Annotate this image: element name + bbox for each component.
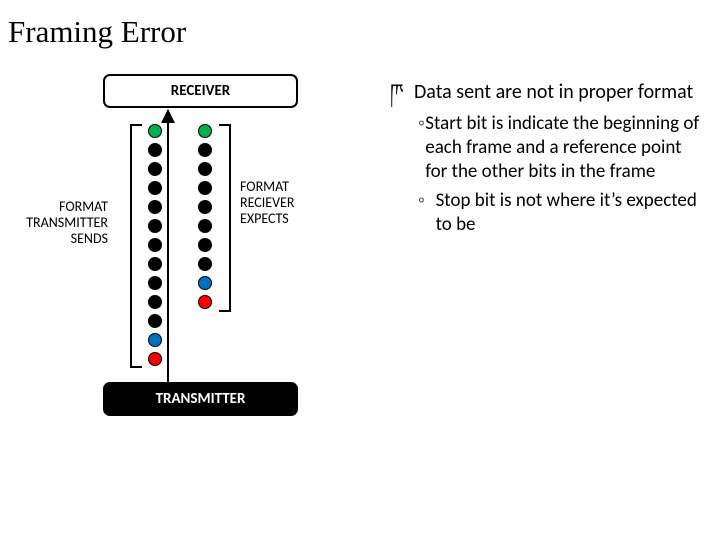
bit-marker [148,295,162,309]
bit-marker [148,314,162,328]
main-bullet-text: Data sent are not in proper format [414,80,693,106]
arrow-up-icon [167,110,169,382]
label-line: FORMAT [8,199,108,215]
bit-marker [198,200,212,214]
sub-bullet-text: Start bit is indicate the beginning of e… [425,112,704,185]
transmitter-box: TRANSMITTER [103,382,298,416]
slide: Framing Error RECEIVER FORMAT TRANSMITTE… [0,0,720,540]
content-row: RECEIVER FORMAT TRANSMITTER SENDS FORMAT… [8,74,704,484]
main-bullet: ཫ Data sent are not in proper format [390,80,704,106]
bit-marker [198,257,212,271]
right-side-label: FORMAT RECIEVER EXPECTS [240,179,350,227]
label-line: RECIEVER [240,195,350,211]
left-bracket-icon [130,124,142,368]
right-bit-column [198,124,212,314]
bit-marker [148,219,162,233]
bit-marker [148,276,162,290]
diagram: RECEIVER FORMAT TRANSMITTER SENDS FORMAT… [8,74,378,484]
bit-marker [148,162,162,176]
right-bracket-icon [219,124,231,312]
bit-marker [198,143,212,157]
bit-marker [148,257,162,271]
sub-bullet-text: Stop bit is not where it’s expected to b… [436,189,704,238]
bit-marker [148,200,162,214]
slide-title: Framing Error [8,14,704,50]
left-side-label: FORMAT TRANSMITTER SENDS [8,199,118,247]
bit-marker [148,124,162,138]
sub-bullet: ◦ Start bit is indicate the beginning of… [418,112,704,185]
sub-bullet-marker-icon: ◦ [418,112,425,185]
sub-bullet-marker-icon: ◦ [418,189,436,238]
bit-marker [198,276,212,290]
bullet-marker-icon: ཫ [390,80,414,106]
bit-marker [148,333,162,347]
bit-marker [148,181,162,195]
sub-bullet-list: ◦ Start bit is indicate the beginning of… [390,112,704,238]
bit-marker [198,181,212,195]
bit-marker [198,295,212,309]
receiver-box: RECEIVER [103,74,298,108]
label-line: SENDS [8,231,108,247]
bit-marker [148,352,162,366]
bit-marker [198,238,212,252]
text-column: ཫ Data sent are not in proper format ◦ S… [390,74,704,484]
bit-marker [198,162,212,176]
label-line: EXPECTS [240,211,350,227]
bit-marker [148,143,162,157]
left-bit-column [148,124,162,371]
label-line: TRANSMITTER [8,215,108,231]
bit-marker [198,124,212,138]
sub-bullet: ◦ Stop bit is not where it’s expected to… [418,189,704,238]
bit-marker [198,219,212,233]
label-line: FORMAT [240,179,350,195]
bit-marker [148,238,162,252]
